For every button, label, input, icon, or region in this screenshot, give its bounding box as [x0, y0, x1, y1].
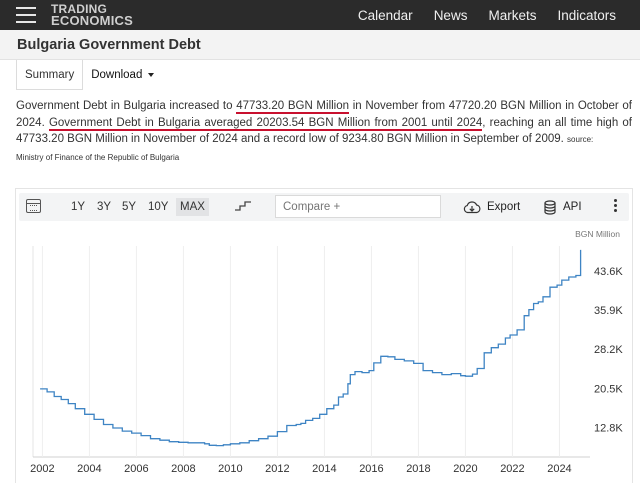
range-5y[interactable]: 5Y: [122, 201, 137, 213]
logo-line-2: ECONOMICS: [51, 13, 133, 28]
range-max[interactable]: MAX: [176, 198, 209, 216]
y-tick-label: 28.2K: [594, 344, 623, 356]
source-label: source:: [567, 135, 594, 144]
more-options-icon[interactable]: [614, 199, 618, 215]
database-icon: [544, 199, 556, 215]
y-tick-label: 20.5K: [594, 383, 623, 395]
nav-link-news[interactable]: News: [433, 7, 468, 23]
menu-icon[interactable]: [16, 7, 36, 23]
export-button[interactable]: Export: [463, 198, 520, 216]
export-label: Export: [487, 201, 521, 213]
y-tick-label: 35.9K: [594, 305, 623, 317]
title-bar: Bulgaria Government Debt: [0, 30, 640, 60]
y-tick-label: 43.6K: [594, 266, 623, 278]
source-link[interactable]: Ministry of Finance of the Republic of B…: [16, 152, 180, 162]
unit-label: BGN Million: [575, 229, 620, 239]
summary-description: Government Debt in Bulgaria increased to…: [16, 98, 632, 166]
range-1y[interactable]: 1Y: [71, 201, 86, 213]
page-title: Bulgaria Government Debt: [17, 37, 201, 53]
x-tick-label: 2024: [547, 463, 571, 475]
api-label: API: [563, 201, 582, 213]
desc-text-3: , reaching an all time high of 47733.20 …: [16, 116, 632, 146]
x-tick-label: 2020: [453, 463, 477, 475]
nav-links: Calendar News Markets Indicators: [337, 0, 616, 30]
x-tick-label: 2014: [312, 463, 336, 475]
range-10y[interactable]: 10Y: [148, 201, 169, 213]
cloud-download-icon: [463, 200, 481, 213]
x-tick-label: 2018: [406, 463, 430, 475]
tabs: Summary Download: [16, 60, 162, 90]
calendar-icon[interactable]: [26, 199, 41, 213]
x-tick-label: 2008: [171, 463, 195, 475]
nav-link-calendar[interactable]: Calendar: [357, 7, 413, 23]
tab-download[interactable]: Download: [83, 60, 162, 90]
y-tick-label: 12.8K: [594, 423, 623, 435]
x-tick-label: 2022: [500, 463, 524, 475]
chart-type-step-icon[interactable]: [235, 201, 251, 211]
nav-link-markets[interactable]: Markets: [488, 7, 537, 23]
tab-download-label: Download: [91, 69, 143, 81]
chart-card: 1Y 3Y 5Y 10Y MAX Export API: [15, 188, 633, 483]
desc-text-1: Government Debt in Bulgaria increased to: [16, 100, 237, 112]
x-tick-label: 2010: [218, 463, 242, 475]
x-tick-label: 2016: [359, 463, 383, 475]
caret-down-icon: [148, 73, 155, 77]
top-navbar: TRADING ECONOMICS Calendar News Markets …: [0, 0, 640, 30]
api-button[interactable]: API: [544, 198, 582, 216]
x-tick-label: 2006: [124, 463, 148, 475]
logo-line-1: TRADING: [51, 2, 108, 16]
series-line: [40, 249, 582, 447]
chart-toolbar: 1Y 3Y 5Y 10Y MAX Export API: [19, 193, 629, 221]
compare-input[interactable]: [275, 195, 441, 218]
logo[interactable]: TRADING ECONOMICS: [51, 2, 133, 28]
x-tick-label: 2002: [30, 463, 54, 475]
x-tick-label: 2012: [265, 463, 289, 475]
nav-link-indicators[interactable]: Indicators: [557, 7, 616, 23]
desc-text-2: in November from 47720.20 BGN Million in…: [16, 100, 632, 129]
desc-highlight-latest: 47733.20 BGN Million: [236, 100, 350, 114]
tab-summary[interactable]: Summary: [16, 60, 84, 90]
range-3y[interactable]: 3Y: [97, 201, 112, 213]
desc-highlight-average: Government Debt in Bulgaria averaged 202…: [48, 116, 483, 131]
tab-summary-label: Summary: [25, 68, 75, 81]
x-tick-label: 2004: [77, 463, 101, 475]
